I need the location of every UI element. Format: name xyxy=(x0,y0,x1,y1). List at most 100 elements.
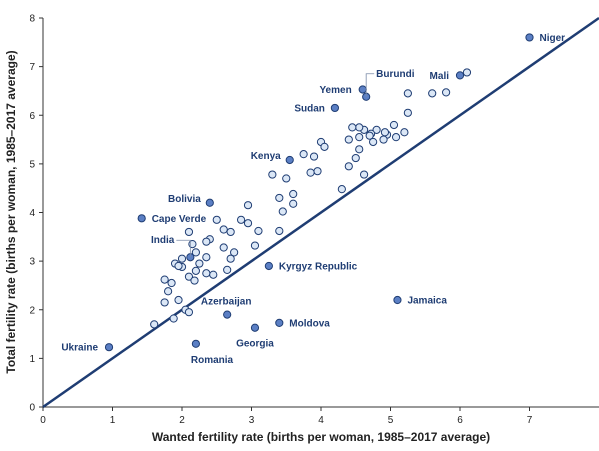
highlighted-data-point xyxy=(525,33,534,42)
data-point xyxy=(400,128,409,137)
highlighted-data-point xyxy=(264,261,273,271)
x-tick-label: 6 xyxy=(457,415,463,426)
data-point xyxy=(160,298,169,307)
country-label: Yemen xyxy=(319,85,351,96)
points-layer xyxy=(104,33,534,352)
country-label: Kenya xyxy=(251,151,281,162)
data-point xyxy=(202,237,211,246)
highlighted-data-point xyxy=(250,323,260,332)
data-point xyxy=(389,120,399,130)
data-point xyxy=(289,189,298,199)
data-point xyxy=(278,207,287,216)
data-point xyxy=(226,254,235,263)
data-point xyxy=(219,243,228,252)
data-point xyxy=(403,89,412,98)
axes-layer: 0 1 2 3 4 5 6 7 8 0 1 2 3 4 5 6 7 xyxy=(29,14,599,426)
data-point xyxy=(428,89,437,98)
data-point xyxy=(191,248,200,257)
data-point xyxy=(184,272,194,281)
y-tick-label: 0 xyxy=(29,403,35,414)
data-point xyxy=(209,270,218,279)
y-axis-title: Total fertility rate (births per woman, … xyxy=(4,50,18,373)
data-point xyxy=(184,308,194,317)
reference-line-layer xyxy=(42,16,599,409)
data-point xyxy=(243,201,253,210)
highlighted-data-point xyxy=(191,339,200,348)
data-point xyxy=(369,137,378,147)
data-point xyxy=(355,133,364,142)
data-point xyxy=(380,128,390,137)
data-point xyxy=(337,185,346,194)
data-point xyxy=(299,150,308,159)
data-point xyxy=(306,168,315,177)
country-label: Ukraine xyxy=(61,343,98,354)
data-point xyxy=(282,174,291,183)
data-point xyxy=(150,320,159,329)
data-point xyxy=(164,287,173,296)
data-point xyxy=(226,227,235,237)
data-point xyxy=(236,215,246,224)
y-tick-label: 4 xyxy=(29,208,35,219)
x-tick-label: 0 xyxy=(40,415,46,426)
data-point xyxy=(230,248,239,257)
data-point xyxy=(174,295,183,305)
data-point xyxy=(313,167,322,176)
country-label: Niger xyxy=(540,33,566,44)
data-point xyxy=(351,153,360,163)
highlighted-data-point xyxy=(223,310,232,319)
data-point xyxy=(320,142,329,151)
data-point xyxy=(289,199,298,208)
data-point xyxy=(169,314,178,323)
country-label: Azerbaijan xyxy=(201,297,252,308)
country-label: Burundi xyxy=(376,69,415,80)
data-point xyxy=(191,266,200,275)
data-point xyxy=(190,276,199,285)
country-label: India xyxy=(151,235,175,246)
data-point xyxy=(188,240,197,249)
data-point xyxy=(309,152,319,161)
x-axis-title: Wanted fertility rate (births per woman,… xyxy=(152,430,490,444)
country-label: Jamaica xyxy=(407,296,447,307)
x-tick-label: 3 xyxy=(249,415,255,426)
data-point xyxy=(379,135,388,144)
data-point xyxy=(348,123,357,132)
label-leader-line xyxy=(176,239,191,258)
data-point xyxy=(243,219,253,228)
country-label: Mali xyxy=(430,71,450,82)
country-label: Romania xyxy=(191,355,234,366)
highlighted-data-point xyxy=(285,155,294,165)
data-point xyxy=(462,68,472,77)
data-point xyxy=(355,145,364,154)
highlighted-data-point xyxy=(137,214,146,223)
reference-line xyxy=(42,16,599,409)
highlighted-data-point xyxy=(275,318,284,327)
data-point xyxy=(391,133,401,142)
data-point xyxy=(177,254,187,263)
x-tick-label: 2 xyxy=(179,415,185,426)
country-label: Georgia xyxy=(236,339,274,350)
data-point xyxy=(365,131,374,140)
labels-layer: Niger Mali Burundi Yemen Sudan Kenya Bolivia Ca… xyxy=(61,33,565,366)
data-point xyxy=(184,227,194,237)
country-label: Bolivia xyxy=(168,194,201,205)
data-point xyxy=(250,241,260,250)
data-point xyxy=(212,215,221,224)
data-point xyxy=(202,253,211,262)
data-point xyxy=(275,226,284,236)
data-point xyxy=(355,123,364,132)
country-label: Kyrgyz Republic xyxy=(279,261,358,272)
data-point xyxy=(254,226,263,236)
data-point xyxy=(403,108,412,117)
y-tick-label: 5 xyxy=(29,159,35,170)
y-tick-label: 1 xyxy=(29,354,35,365)
y-tick-label: 7 xyxy=(29,62,35,73)
x-tick-label: 4 xyxy=(318,415,324,426)
data-point xyxy=(219,225,228,234)
data-point xyxy=(344,135,353,144)
highlighted-data-point xyxy=(358,85,367,94)
data-point xyxy=(359,170,369,179)
y-tick-label: 3 xyxy=(29,257,35,268)
x-tick-label: 7 xyxy=(527,415,533,426)
